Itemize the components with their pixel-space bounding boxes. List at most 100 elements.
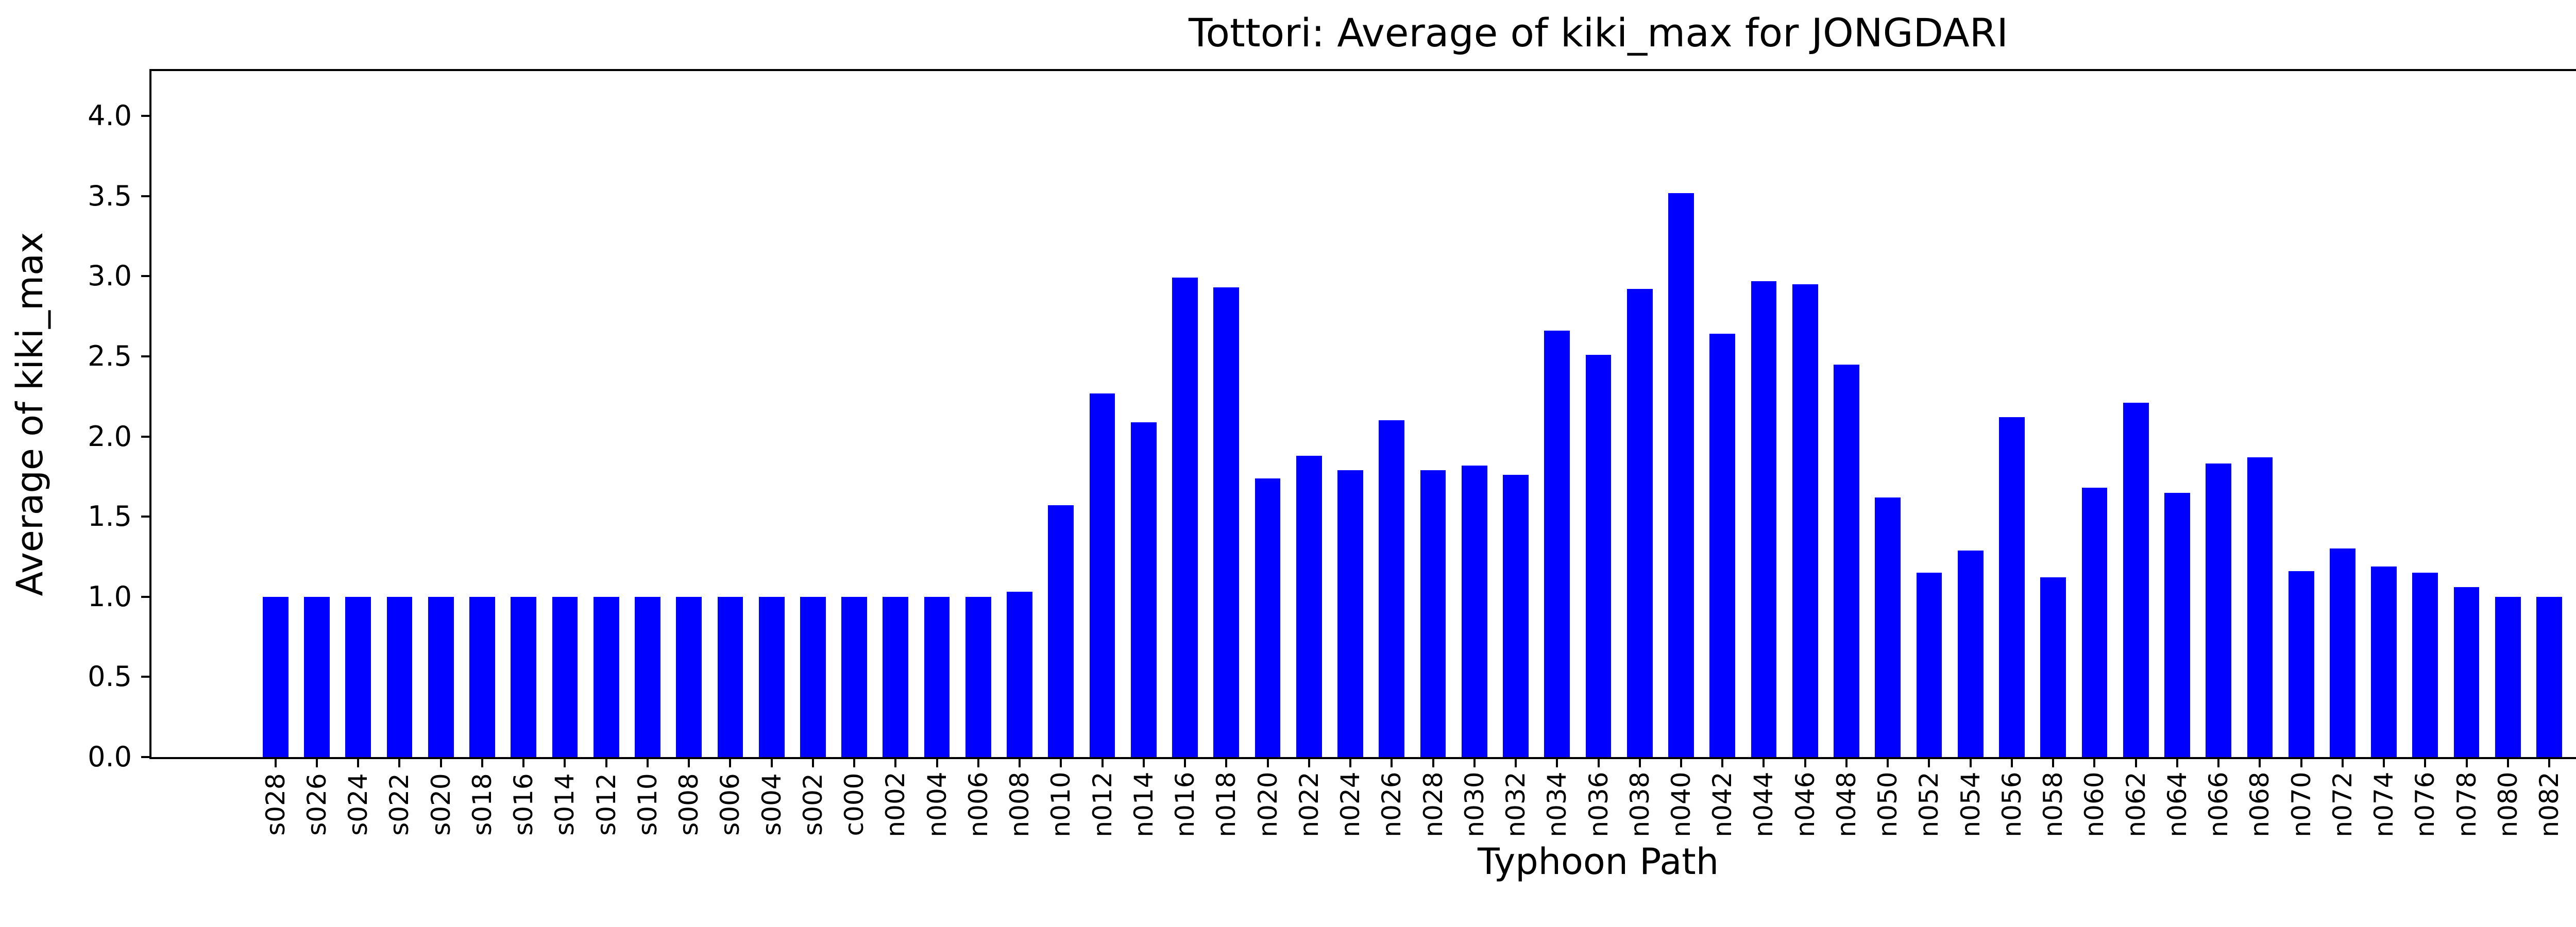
x-tick-label: n054 [1955, 771, 1986, 837]
bar [1296, 455, 1322, 757]
x-tick-mark [853, 759, 856, 767]
y-tick-label: 2.0 [88, 420, 132, 453]
bar [841, 596, 867, 757]
x-tick-mark [1845, 759, 1848, 767]
x-tick-mark [1928, 759, 1930, 767]
bar [469, 596, 495, 757]
x-tick-label: s024 [343, 773, 374, 836]
x-tick-mark [1391, 759, 1393, 767]
bar [717, 596, 743, 757]
y-tick-mark [141, 756, 149, 758]
bar [676, 596, 702, 757]
x-tick-mark [522, 759, 525, 767]
x-tick-mark [2548, 759, 2551, 767]
x-tick-label: n022 [1294, 771, 1324, 837]
bar [1709, 334, 1736, 757]
x-tick-mark [1638, 759, 1641, 767]
y-tick-label: 1.0 [88, 580, 132, 613]
x-tick-label: n010 [1046, 771, 1076, 837]
x-tick-label: n076 [2410, 771, 2441, 837]
x-tick-mark [2383, 759, 2385, 767]
bar [511, 596, 537, 757]
x-tick-mark [688, 759, 690, 767]
y-tick-mark [141, 195, 149, 197]
x-tick-mark [1019, 759, 1021, 767]
x-tick-mark [646, 759, 649, 767]
bar [262, 596, 289, 757]
x-tick-label: c000 [839, 772, 870, 836]
x-tick-label: s010 [632, 773, 663, 836]
x-tick-label: n050 [1873, 771, 1903, 837]
x-tick-label: n042 [1707, 771, 1738, 837]
bar [1957, 550, 1984, 757]
x-tick-label: n014 [1128, 771, 1159, 837]
x-tick-mark [1349, 759, 1352, 767]
x-tick-mark [1308, 759, 1310, 767]
x-tick-label: s018 [467, 773, 497, 836]
x-tick-label: n072 [2327, 771, 2358, 837]
x-tick-label: n020 [1252, 771, 1283, 837]
bar [2164, 492, 2190, 757]
x-tick-mark [357, 759, 360, 767]
x-tick-label: n044 [1749, 771, 1779, 837]
x-tick-mark [894, 759, 897, 767]
bar [1255, 478, 1281, 757]
y-tick-label: 3.0 [88, 260, 132, 293]
bar [2412, 573, 2438, 757]
x-tick-label: n062 [2121, 771, 2151, 837]
bar [1585, 354, 1612, 757]
bar [1337, 470, 1363, 757]
bar [2495, 596, 2521, 757]
x-tick-mark [1225, 759, 1228, 767]
x-tick-mark [2465, 759, 2468, 767]
x-tick-label: n074 [2369, 771, 2399, 837]
x-tick-label: n008 [1005, 771, 1035, 837]
x-tick-label: s028 [260, 773, 291, 836]
x-tick-mark [2134, 759, 2137, 767]
x-tick-mark [1597, 759, 1600, 767]
x-tick-mark [1515, 759, 1517, 767]
x-tick-label: n068 [2245, 771, 2275, 837]
y-tick-label: 2.5 [88, 339, 132, 372]
x-tick-mark [439, 759, 442, 767]
x-tick-mark [2176, 759, 2178, 767]
x-tick-label: n024 [1335, 771, 1366, 837]
x-tick-mark [1101, 759, 1104, 767]
x-tick-mark [2259, 759, 2261, 767]
x-tick-mark [1762, 759, 1765, 767]
x-tick-mark [2010, 759, 2013, 767]
bar [1130, 422, 1157, 757]
x-tick-label: n064 [2162, 771, 2192, 837]
y-tick-mark [141, 435, 149, 438]
x-tick-mark [2300, 759, 2302, 767]
x-tick-label: n012 [1087, 771, 1117, 837]
x-tick-label: n070 [2286, 771, 2316, 837]
x-tick-label: s026 [301, 773, 332, 836]
x-tick-mark [2506, 759, 2509, 767]
x-tick-label: n006 [963, 771, 993, 837]
bar [1461, 465, 1487, 757]
x-tick-mark [729, 759, 732, 767]
x-tick-mark [936, 759, 938, 767]
y-tick-mark [141, 115, 149, 117]
bar [1792, 284, 1818, 757]
x-tick-label: n016 [1170, 771, 1200, 837]
bar [1916, 573, 1942, 757]
x-tick-mark [315, 759, 318, 767]
x-tick-mark [811, 759, 814, 767]
bar [1875, 497, 1901, 757]
x-tick-label: n058 [2038, 771, 2069, 837]
bar [2081, 488, 2108, 757]
bar [1089, 393, 1115, 757]
bar [304, 596, 330, 757]
x-tick-mark [1266, 759, 1269, 767]
bar [386, 596, 413, 757]
bar [552, 596, 578, 757]
x-tick-mark [605, 759, 607, 767]
x-tick-mark [1432, 759, 1434, 767]
bar [1544, 331, 1570, 757]
y-tick-label: 3.5 [88, 179, 132, 212]
bar [1999, 417, 2025, 757]
x-tick-label: n030 [1459, 771, 1489, 837]
